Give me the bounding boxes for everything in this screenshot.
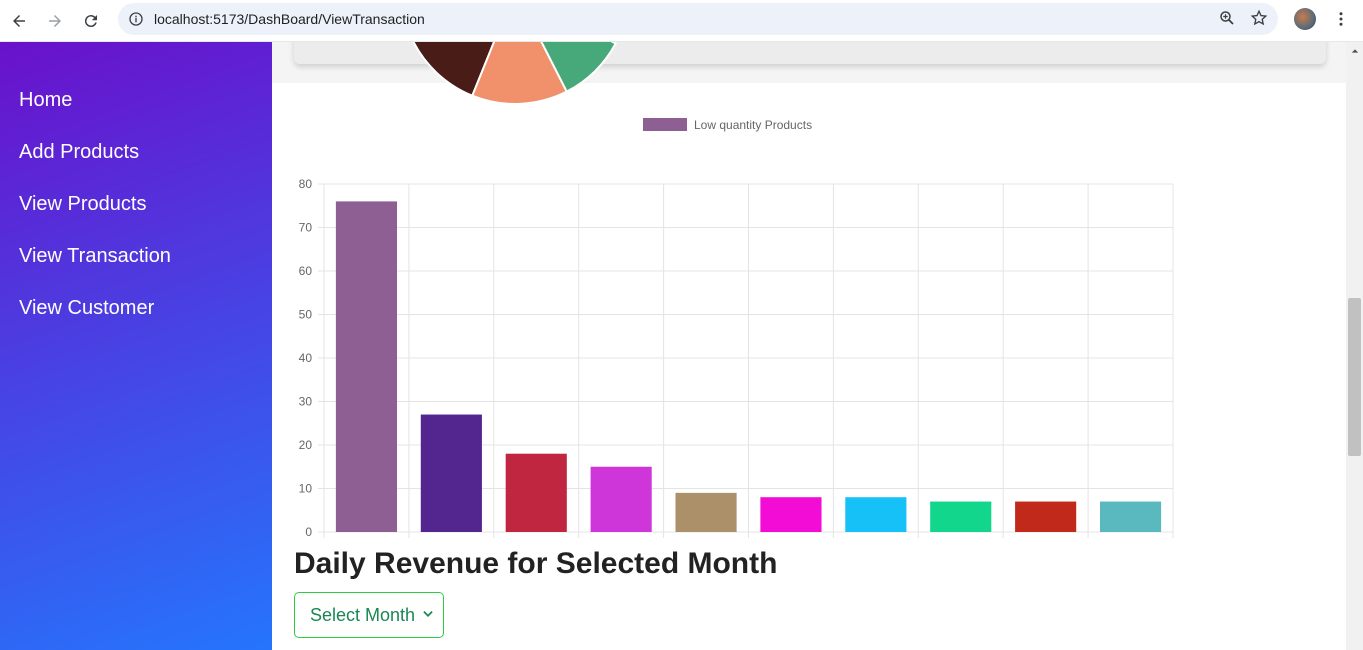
sidebar: Home Add Products View Products View Tra… bbox=[0, 42, 272, 650]
y-axis-ticks: 0 10 20 30 40 50 60 70 80 bbox=[299, 177, 313, 539]
legend-swatch bbox=[643, 118, 687, 131]
chevron-down-icon bbox=[423, 611, 433, 617]
daily-revenue-title: Daily Revenue for Selected Month bbox=[294, 547, 778, 580]
pie-section bbox=[272, 42, 1346, 105]
bar-drumstick[interactable] bbox=[505, 453, 567, 532]
bar-ghee[interactable] bbox=[420, 414, 482, 532]
y-tick-label: 80 bbox=[299, 177, 313, 191]
pie-chart bbox=[412, 42, 618, 105]
forward-button[interactable] bbox=[37, 3, 73, 39]
scroll-up-arrow-icon[interactable] bbox=[1346, 42, 1363, 59]
y-tick-label: 20 bbox=[299, 438, 313, 452]
y-tick-label: 10 bbox=[299, 482, 313, 496]
bar-rice-flour[interactable] bbox=[590, 466, 652, 532]
chart-legend[interactable]: Low quantity Products bbox=[643, 118, 812, 132]
chart-bars bbox=[335, 201, 1162, 532]
sidebar-item-view-transaction[interactable]: View Transaction bbox=[19, 245, 171, 267]
url-text[interactable]: localhost:5173/DashBoard/ViewTransaction bbox=[154, 11, 425, 27]
pie-slice bbox=[412, 42, 496, 98]
sidebar-item-add-products[interactable]: Add Products bbox=[19, 141, 140, 163]
menu-icon[interactable] bbox=[1330, 8, 1352, 30]
pie-slice bbox=[540, 42, 618, 93]
bar-rasam-powder[interactable] bbox=[1099, 501, 1162, 532]
page-scrollbar[interactable] bbox=[1346, 42, 1363, 650]
reload-icon bbox=[84, 14, 97, 27]
scroll-thumb[interactable] bbox=[1348, 298, 1361, 456]
browser-toolbar: localhost:5173/DashBoard/ViewTransaction bbox=[0, 0, 1363, 42]
y-tick-label: 30 bbox=[299, 395, 313, 409]
arrow-left-icon bbox=[13, 14, 25, 27]
legend-label: Low quantity Products bbox=[694, 118, 812, 132]
profile-avatar[interactable] bbox=[1294, 8, 1316, 30]
sidebar-item-home[interactable]: Home bbox=[19, 89, 73, 111]
zoom-icon[interactable] bbox=[1218, 9, 1236, 27]
bar-dosa-batter[interactable] bbox=[930, 501, 992, 532]
month-select[interactable]: Select Month bbox=[294, 592, 444, 638]
bar-coconut[interactable] bbox=[335, 201, 398, 532]
bar-toor-dal[interactable] bbox=[760, 497, 822, 532]
bar-curry-leaves[interactable] bbox=[675, 492, 737, 532]
pie-slice bbox=[470, 42, 569, 105]
reload-button[interactable] bbox=[73, 3, 109, 39]
arrow-right-icon bbox=[49, 14, 61, 27]
y-tick-label: 70 bbox=[299, 221, 313, 235]
address-bar[interactable]: localhost:5173/DashBoard/ViewTransaction bbox=[118, 3, 1278, 35]
star-icon[interactable] bbox=[1250, 9, 1268, 27]
info-icon[interactable] bbox=[126, 9, 146, 29]
y-tick-label: 60 bbox=[299, 264, 313, 278]
sidebar-item-view-customer[interactable]: View Customer bbox=[19, 297, 155, 319]
y-tick-label: 50 bbox=[299, 308, 313, 322]
y-tick-label: 0 bbox=[305, 525, 312, 539]
sidebar-item-view-products[interactable]: View Products bbox=[19, 193, 147, 215]
back-button[interactable] bbox=[1, 3, 37, 39]
month-select-value: Select Month bbox=[310, 604, 416, 625]
bar-sambar-powder[interactable] bbox=[1015, 501, 1077, 532]
bar-urad-dal[interactable] bbox=[845, 497, 907, 532]
y-tick-label: 40 bbox=[299, 351, 313, 365]
